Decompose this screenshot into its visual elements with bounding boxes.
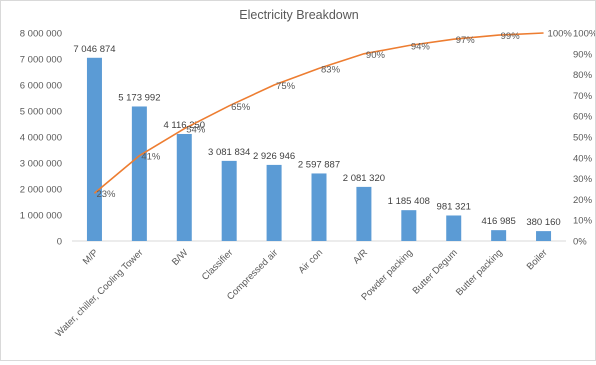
y-tick-label: 1 000 000 [20,211,62,222]
line-value-label: 41% [141,152,161,163]
bar-series [86,57,552,241]
line-value-label: 99% [501,31,521,42]
y2-tick-label: 0% [573,237,587,248]
x-tick-label: Boiler [525,247,550,272]
y2-tick-label: 70% [573,91,593,102]
y2-tick-label: 90% [573,49,593,60]
cumulative-percent-line [93,32,544,194]
bar [356,186,372,241]
x-tick-label: B/W [170,247,190,267]
line-value-labels: 23% 41% 54% 65% 75% 83% 90% 94% 97% 99% 100% [96,29,572,201]
line-value-label: 94% [411,41,431,52]
bar-value-labels: 7 046 874 5 173 992 4 116 250 3 081 834 2 92… [73,44,560,228]
line-value-label: 75% [276,81,296,92]
x-tick-label: Butter Degum [411,247,460,296]
chart-title: Electricity Breakdown [239,8,359,22]
y2-tick-label: 30% [573,174,593,185]
bar-value-label: 2 597 887 [298,159,340,170]
y-tick-label: 7 000 000 [20,55,62,66]
line-value-label: 83% [321,64,341,75]
y-tick-label: 5 000 000 [20,107,62,118]
bar-value-label: 416 985 [481,216,515,227]
bar-value-label: 2 081 320 [343,173,385,184]
bar-value-label: 1 185 408 [388,196,430,207]
bar [86,57,102,241]
bar [176,133,192,241]
line-value-label: 100% [548,29,573,40]
bar-value-label: 2 926 946 [253,151,295,162]
line-value-label: 23% [96,189,116,200]
bar-value-label: 7 046 874 [73,44,115,55]
bar-value-label: 981 321 [437,201,471,212]
y2-tick-label: 60% [573,112,593,123]
y-axis-secondary: 0% 10% 20% 30% 40% 50% 60% 70% 80% 90% 100% [573,29,596,248]
x-tick-label: Water, chiller, Cooling Tower [53,247,145,339]
y-tick-label: 3 000 000 [20,159,62,170]
y2-tick-label: 20% [573,195,593,206]
y2-tick-label: 10% [573,216,593,227]
bar-value-label: 4 116 250 [163,120,205,131]
y2-tick-label: 100% [573,29,595,40]
x-tick-label: Air con [296,247,325,276]
y2-tick-label: 40% [573,153,593,164]
bar [311,173,327,241]
bar-value-label: 3 081 834 [208,147,250,158]
y-tick-label: 2 000 000 [20,185,62,196]
y-tick-label: 6 000 000 [20,81,62,92]
bar [401,210,417,241]
y-tick-label: 0 [57,237,62,248]
bar [446,215,462,241]
line-value-label: 54% [186,125,206,136]
bar [266,164,282,241]
bar-value-label: 5 173 992 [118,92,160,103]
y-axis-primary: 0 1 000 000 2 000 000 3 000 000 4 000 000 5 0… [20,29,62,248]
y2-tick-label: 50% [573,133,593,144]
y-tick-label: 8 000 000 [20,29,62,40]
line-value-label: 90% [366,50,386,61]
x-tick-label: Butter packing [454,247,505,298]
y-tick-label: 4 000 000 [20,133,62,144]
bar [221,160,237,241]
bar [491,230,507,241]
x-tick-label: M/P [81,247,101,267]
line-value-label: 97% [456,35,476,46]
bar [536,231,552,241]
y2-tick-label: 80% [573,70,593,81]
line-value-label: 65% [231,102,251,113]
x-tick-label: A/R [351,247,370,266]
bar [131,106,147,241]
x-tick-label: Classifier [200,247,235,282]
bar-value-label: 380 160 [526,217,560,228]
